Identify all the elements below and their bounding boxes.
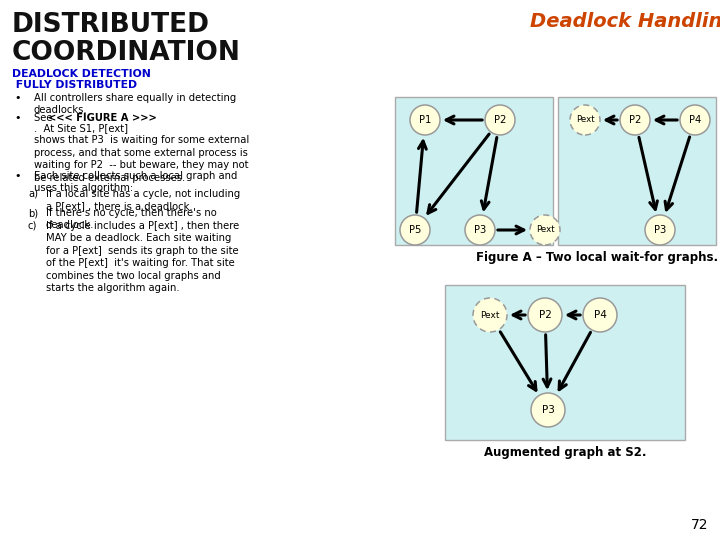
Circle shape [473,298,507,332]
Text: DEADLOCK DETECTION: DEADLOCK DETECTION [12,69,151,79]
Text: Pext: Pext [576,116,594,125]
Text: Deadlock Handling: Deadlock Handling [530,12,720,31]
Circle shape [620,105,650,135]
Text: COORDINATION: COORDINATION [12,40,241,66]
Circle shape [465,215,495,245]
Text: If a cycle includes a P[ext] , then there
MAY be a deadlock. Each site waiting
f: If a cycle includes a P[ext] , then ther… [46,221,239,293]
Circle shape [583,298,617,332]
Text: All controllers share equally in detecting
deadlocks.: All controllers share equally in detecti… [34,93,236,116]
Text: Augmented graph at S2.: Augmented graph at S2. [484,446,647,459]
Text: P5: P5 [409,225,421,235]
Text: P2: P2 [629,115,642,125]
Text: b): b) [28,208,38,218]
Text: P2: P2 [494,115,506,125]
Text: See: See [34,113,55,123]
Text: •: • [14,93,20,103]
Text: P1: P1 [419,115,431,125]
Text: Figure A – Two local wait-for graphs.: Figure A – Two local wait-for graphs. [476,251,718,264]
FancyBboxPatch shape [558,97,716,245]
Text: •: • [14,171,20,181]
Circle shape [485,105,515,135]
Circle shape [680,105,710,135]
Text: c): c) [28,221,37,231]
Text: Pext: Pext [536,226,554,234]
Text: If there's no cycle, then there's no
deadlock.: If there's no cycle, then there's no dea… [46,208,217,231]
Circle shape [531,393,565,427]
Circle shape [645,215,675,245]
Text: P4: P4 [593,310,606,320]
Circle shape [530,215,560,245]
Text: P3: P3 [654,225,666,235]
Text: •: • [14,113,20,123]
Text: FULLY DISTRIBUTED: FULLY DISTRIBUTED [12,80,137,90]
Circle shape [400,215,430,245]
Text: <<< FIGURE A >>>: <<< FIGURE A >>> [48,113,157,123]
Text: a): a) [28,189,38,199]
Text: DISTRIBUTED: DISTRIBUTED [12,12,210,38]
Text: P4: P4 [689,115,701,125]
Text: If a local site has a cycle, not including
a P[ext] , there is a deadlock.: If a local site has a cycle, not includi… [46,189,240,211]
Text: P3: P3 [541,405,554,415]
Text: P2: P2 [539,310,552,320]
Circle shape [528,298,562,332]
FancyBboxPatch shape [445,285,685,440]
Text: Each site collects such a local graph and
uses this algorithm:: Each site collects such a local graph an… [34,171,238,193]
Text: .  At Site S1, P[ext]
shows that P3  is waiting for some external
process, and t: . At Site S1, P[ext] shows that P3 is wa… [34,123,249,183]
Text: 72: 72 [690,518,708,532]
Circle shape [410,105,440,135]
FancyBboxPatch shape [395,97,553,245]
Circle shape [570,105,600,135]
Text: Pext: Pext [480,310,500,320]
Text: P3: P3 [474,225,486,235]
